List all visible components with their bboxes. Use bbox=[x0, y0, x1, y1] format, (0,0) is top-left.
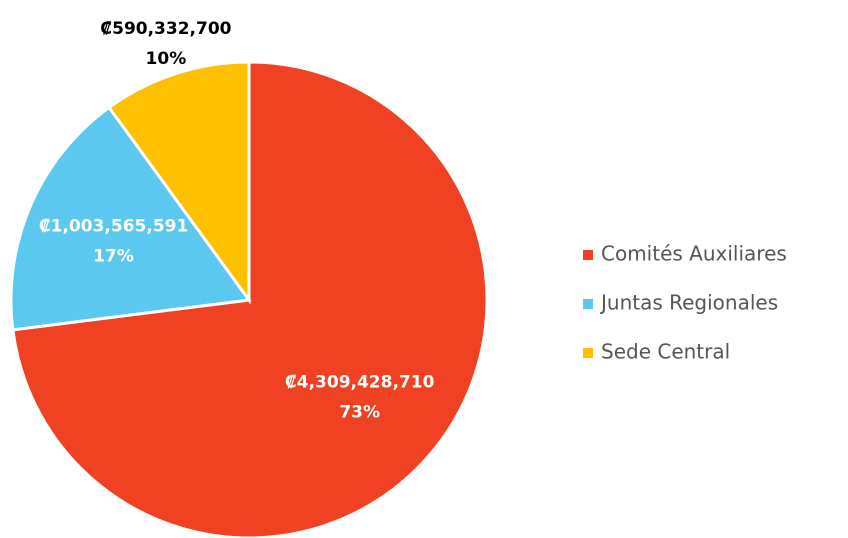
data-label: ₡1,003,565,591 bbox=[39, 216, 189, 236]
legend-label: Sede Central bbox=[601, 340, 730, 364]
data-label: ₡4,309,428,710 bbox=[285, 373, 435, 393]
percent-label: 10% bbox=[146, 49, 187, 69]
legend-swatch bbox=[583, 348, 593, 358]
legend-swatch bbox=[583, 250, 593, 260]
legend-swatch bbox=[583, 299, 593, 309]
data-label: ₡590,332,700 bbox=[100, 19, 231, 39]
pie-slice bbox=[107, 60, 251, 305]
percent-label: 73% bbox=[339, 403, 380, 423]
legend-label: Comités Auxiliares bbox=[601, 242, 787, 266]
legend-label: Juntas Regionales bbox=[599, 291, 778, 315]
pie-slice bbox=[9, 105, 252, 332]
percent-label: 17% bbox=[93, 246, 134, 266]
